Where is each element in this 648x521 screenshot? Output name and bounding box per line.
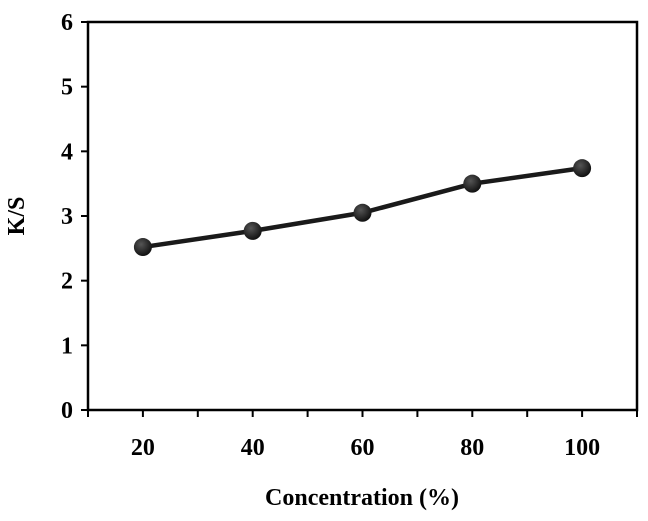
x-tick-label: 20 [131,435,155,461]
y-axis-label: K/S [4,197,30,236]
y-tick-label: 6 [61,10,73,36]
y-tick-label: 2 [61,269,73,295]
x-tick-label: 80 [460,435,484,461]
x-tick-label: 60 [351,435,375,461]
series [133,159,592,257]
data-point [133,238,152,257]
data-point [243,221,262,240]
y-tick-label: 0 [61,398,73,424]
x-tick-label: 100 [564,435,600,461]
x-axis-label: Concentration (%) [265,485,459,511]
y-tick-label: 3 [61,204,73,230]
data-point [573,159,592,178]
data-point [463,174,482,193]
data-point [353,203,372,222]
axes: 0 1 2 3 4 5 6 20 40 60 80 100 [61,10,639,461]
y-tick-label: 1 [61,333,73,359]
y-tick-label: 5 [61,75,73,101]
x-tick-label: 40 [241,435,265,461]
y-tick-label: 4 [61,139,73,165]
